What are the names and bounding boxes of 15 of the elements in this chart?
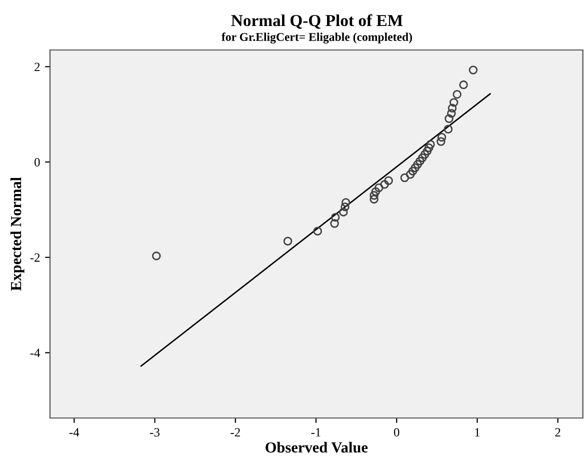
y-tick-label: 0 bbox=[34, 158, 40, 166]
chart-title: Normal Q-Q Plot of EM bbox=[231, 14, 403, 29]
x-axis-title: Observed Value bbox=[266, 442, 368, 453]
y-axis-title: Expected Normal bbox=[10, 177, 24, 291]
x-tick-label: 1 bbox=[475, 428, 480, 436]
x-tick-label: -4 bbox=[69, 428, 80, 436]
x-tick-label: -3 bbox=[150, 428, 160, 437]
y-tick-label: -4 bbox=[30, 348, 40, 358]
x-tick-label: -1 bbox=[311, 428, 320, 436]
y-tick-label: 2 bbox=[34, 62, 40, 72]
x-tick-label: 2 bbox=[555, 428, 560, 436]
x-tick-label: 0 bbox=[394, 428, 400, 437]
x-tick-label: -2 bbox=[230, 428, 240, 436]
y-tick-label: -2 bbox=[30, 253, 40, 262]
chart-subtitle: for Gr.EligCert= Eligable (completed) bbox=[222, 32, 412, 44]
